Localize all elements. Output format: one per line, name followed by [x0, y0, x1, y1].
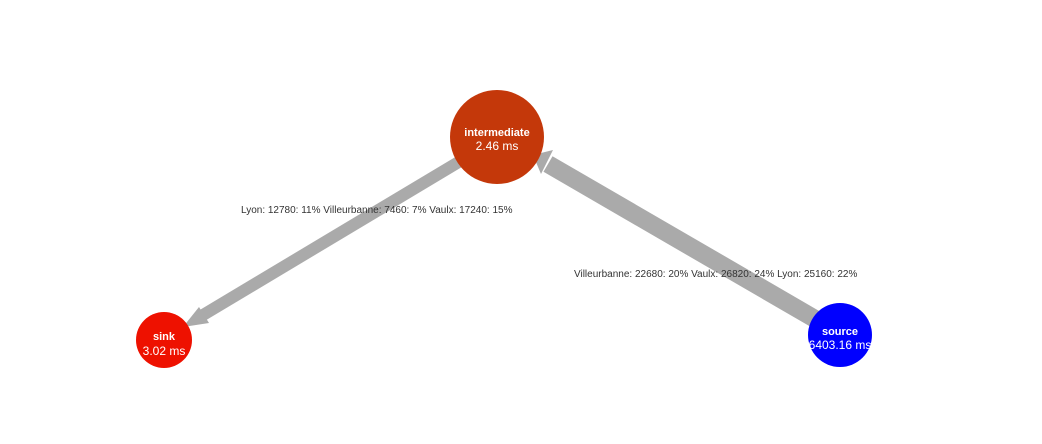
edge-label-intermediate-to-sink: Lyon: 12780: 11% Villeurbanne: 7460: 7% … — [241, 205, 513, 216]
edge-line — [194, 154, 466, 324]
node-name: intermediate — [464, 127, 529, 139]
edge-label-source-to-intermediate: Villeurbanne: 22680: 20% Vaulx: 26820: 2… — [574, 269, 857, 280]
edge-intermediate-to-sink[interactable] — [183, 154, 466, 327]
node-source[interactable]: source 6403.16 ms — [808, 303, 872, 367]
node-name: source — [822, 326, 858, 338]
node-intermediate[interactable]: intermediate 2.46 ms — [450, 90, 544, 184]
node-circle — [808, 303, 872, 367]
node-circle — [136, 312, 192, 368]
edge-line — [543, 156, 827, 331]
node-time: 3.02 ms — [143, 344, 186, 358]
node-time: 2.46 ms — [476, 139, 519, 153]
edge-source-to-intermediate[interactable] — [533, 150, 827, 331]
node-circle — [450, 90, 544, 184]
arrowhead-icon — [183, 307, 209, 327]
node-time: 6403.16 ms — [809, 338, 872, 352]
node-name: sink — [153, 331, 176, 343]
node-sink[interactable]: sink 3.02 ms — [136, 312, 192, 368]
